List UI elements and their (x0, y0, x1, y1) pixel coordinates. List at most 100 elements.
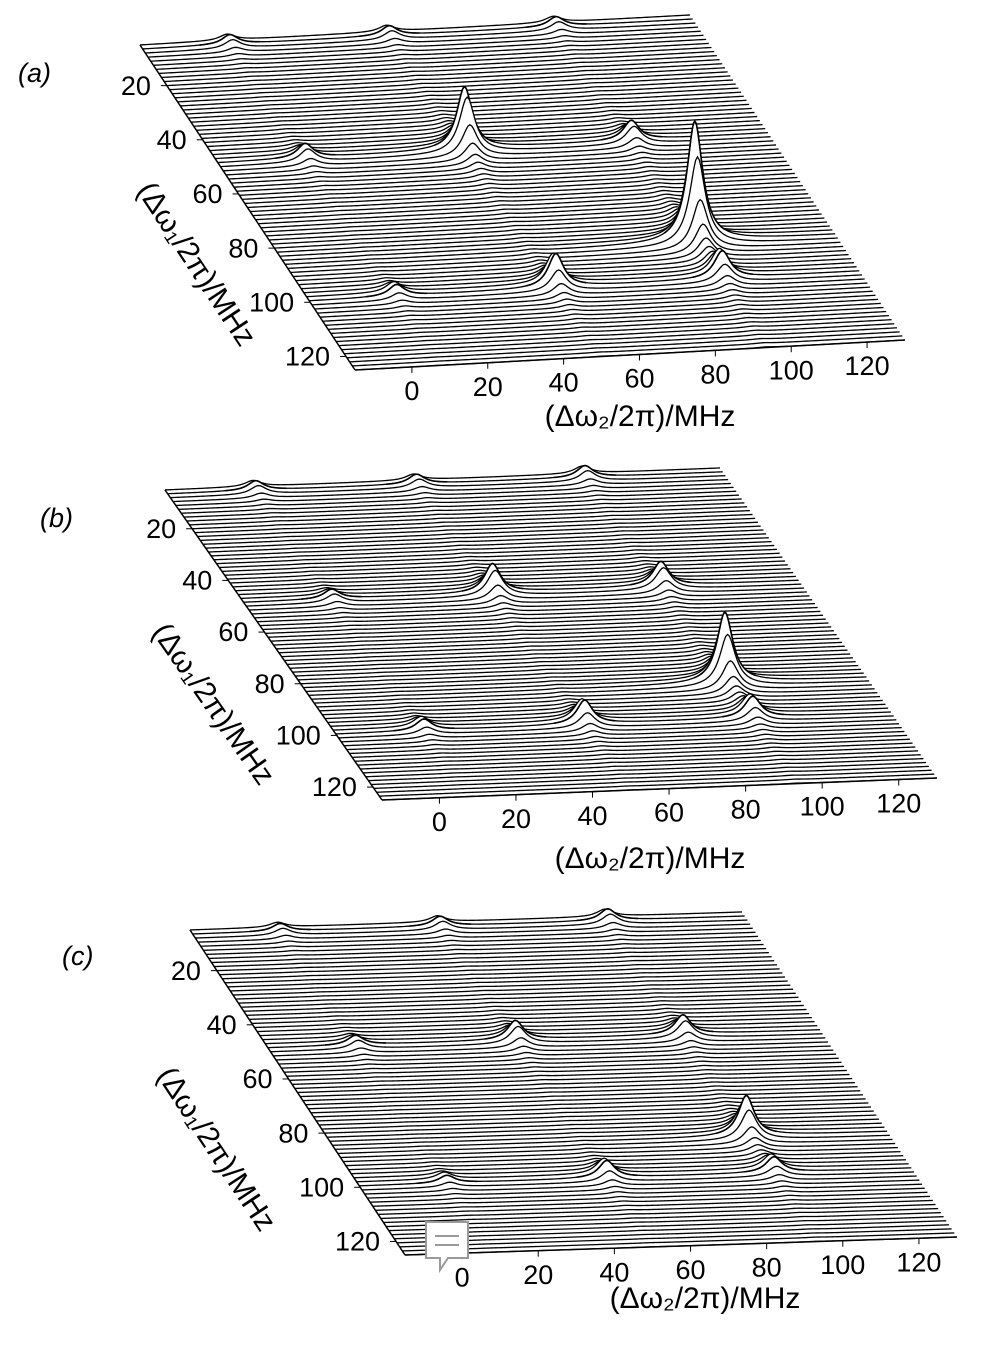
trace (297, 1073, 850, 1094)
y-tick-label: 20 (121, 71, 151, 101)
trace (278, 1045, 831, 1065)
y-tick-label: 100 (299, 1172, 344, 1202)
trace (180, 75, 731, 107)
trace-fill (316, 660, 872, 707)
trace (150, 30, 701, 62)
y-tick-label: 100 (276, 721, 321, 751)
trace (287, 155, 838, 270)
x-axis-label: (Δω₂/2π)/MHz (610, 1282, 801, 1315)
peak (199, 33, 261, 46)
peak (358, 24, 420, 38)
trace (308, 625, 864, 696)
trace-fill (362, 1166, 914, 1190)
x-tick-label: 80 (700, 359, 730, 389)
trace (213, 537, 769, 561)
trace (169, 59, 720, 91)
trace-fill (335, 696, 891, 735)
trace (337, 1109, 890, 1155)
trace (290, 198, 841, 274)
axis-line (404, 1236, 958, 1256)
trace (156, 38, 707, 71)
trace (265, 610, 821, 635)
trace-fill (276, 1040, 828, 1060)
trace (268, 614, 824, 638)
trace-fill (341, 717, 897, 742)
x-tick-label: 100 (820, 1250, 865, 1280)
trace (284, 637, 840, 662)
trace (263, 201, 814, 233)
trace-fill (309, 250, 860, 301)
trace (195, 913, 748, 939)
trace (313, 1098, 866, 1118)
trace-fill (290, 199, 841, 273)
trace (325, 294, 876, 326)
trace (254, 595, 810, 619)
trace (321, 1110, 874, 1130)
peak (693, 611, 756, 679)
trace (282, 147, 833, 261)
peak (416, 1174, 478, 1185)
peak (554, 464, 616, 479)
trace (216, 540, 772, 565)
trace (349, 730, 905, 755)
trace (153, 34, 704, 66)
trace (172, 63, 723, 95)
trace (380, 1199, 933, 1220)
trace (254, 1008, 807, 1029)
trace (249, 1000, 802, 1021)
trace (333, 693, 889, 731)
peak (722, 695, 784, 718)
y-tick-label: 100 (249, 287, 294, 317)
trace (361, 1165, 915, 1191)
trace (281, 1049, 834, 1069)
trace (388, 1211, 941, 1232)
peak (433, 85, 496, 147)
x-tick-label: 100 (769, 355, 814, 385)
trace-fill (192, 908, 745, 935)
trace (348, 1149, 901, 1171)
y-tick-label: 20 (171, 956, 201, 986)
trace (396, 1224, 949, 1244)
trace (230, 560, 786, 584)
y-tick-label: 120 (285, 342, 330, 372)
trace (301, 250, 852, 290)
trace-fill (343, 1137, 896, 1162)
trace (353, 1154, 906, 1179)
x-tick-label: 20 (473, 372, 503, 402)
trace (198, 921, 751, 943)
trace (375, 1191, 928, 1211)
trace (235, 568, 791, 592)
trace (285, 119, 836, 265)
trace (362, 750, 919, 774)
peak (663, 119, 726, 234)
trace (319, 675, 875, 712)
trace (336, 310, 887, 343)
trace-fill (312, 264, 862, 305)
trace (306, 247, 857, 298)
trace (327, 1113, 880, 1138)
trace (372, 1187, 925, 1207)
trace (268, 207, 820, 241)
trace (332, 1101, 885, 1146)
trace-fill (338, 707, 894, 738)
trace (343, 723, 900, 747)
trace (252, 184, 803, 217)
trace (314, 633, 870, 704)
peak (715, 1094, 777, 1135)
peak (393, 718, 455, 732)
trace-fill (170, 470, 726, 498)
trace (225, 142, 777, 176)
trace (275, 1039, 829, 1061)
trace (292, 649, 848, 673)
peak (225, 479, 287, 492)
peak (301, 588, 363, 600)
trace (249, 579, 805, 611)
trace (308, 1090, 861, 1110)
trace (373, 765, 929, 790)
trace (378, 1195, 931, 1216)
trace-fill (249, 580, 805, 611)
x-tick-label: 60 (624, 364, 654, 394)
trace (281, 633, 837, 658)
trace (391, 1216, 944, 1236)
